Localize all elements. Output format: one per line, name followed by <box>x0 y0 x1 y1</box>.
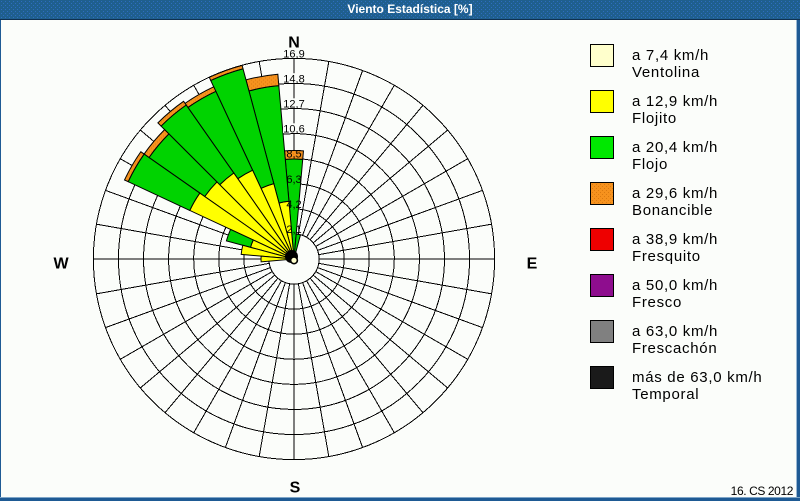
svg-text:W: W <box>53 256 69 273</box>
svg-text:E: E <box>527 256 538 273</box>
svg-text:2,1: 2,1 <box>286 224 301 236</box>
svg-text:14,8: 14,8 <box>283 73 304 85</box>
svg-text:8,5: 8,5 <box>286 149 301 161</box>
svg-text:16,9: 16,9 <box>283 48 304 60</box>
svg-text:12,7: 12,7 <box>283 99 304 111</box>
svg-text:S: S <box>290 480 301 497</box>
svg-text:4,2: 4,2 <box>286 199 301 211</box>
svg-text:10,6: 10,6 <box>283 124 304 136</box>
svg-text:N: N <box>288 35 300 52</box>
svg-text:6,3: 6,3 <box>286 174 301 186</box>
